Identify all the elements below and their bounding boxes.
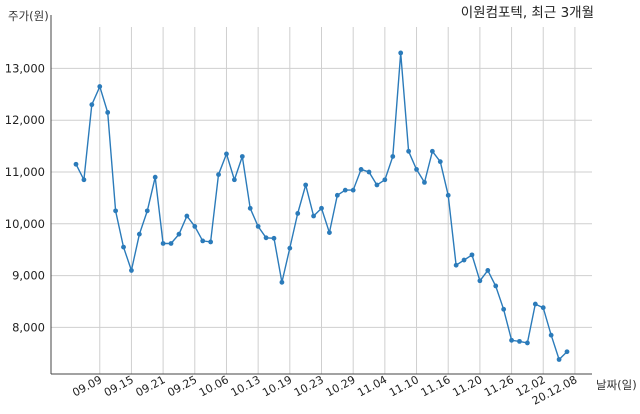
data-point	[485, 268, 491, 273]
x-tick-label: 09.25	[165, 373, 199, 399]
data-point	[239, 154, 245, 159]
x-tick-label: 11.26	[482, 373, 516, 399]
price-series	[73, 50, 570, 362]
y-tick-labels: 8,000 9,000 10,000 11,000 12,000 13,000	[5, 61, 45, 334]
x-tick-label: 11.16	[419, 373, 453, 399]
data-point	[105, 110, 111, 115]
data-point	[342, 187, 348, 193]
data-point	[366, 169, 372, 175]
data-point	[192, 223, 198, 229]
data-point	[525, 340, 530, 346]
data-point	[469, 252, 475, 258]
data-point	[89, 102, 95, 108]
data-point	[382, 177, 388, 183]
y-tick-label: 11,000	[5, 165, 45, 179]
data-point	[216, 172, 221, 178]
data-point	[517, 338, 522, 344]
data-point	[144, 208, 150, 214]
data-point	[374, 182, 380, 188]
data-point	[422, 179, 427, 185]
x-tick-label: 09.21	[134, 373, 168, 399]
x-tick-label: 09.15	[102, 373, 136, 399]
data-point	[532, 301, 538, 307]
grid-layer	[51, 27, 592, 374]
y-tick-label: 8,000	[12, 320, 45, 334]
x-tick-labels: 09.0909.1509.2109.2510.0610.1310.1910.23…	[70, 373, 579, 407]
data-point	[406, 148, 412, 154]
data-point	[311, 213, 316, 219]
data-point	[255, 223, 261, 229]
x-tick-label: 10.19	[260, 373, 294, 399]
data-point	[477, 278, 483, 284]
data-point	[334, 192, 340, 198]
data-point	[327, 230, 332, 236]
data-point	[287, 245, 293, 251]
data-point	[224, 151, 229, 157]
x-tick-label: 11.10	[387, 373, 421, 399]
y-tick-label: 9,000	[12, 269, 45, 283]
x-axis-label: 날짜(일)	[596, 378, 637, 392]
data-point	[279, 279, 285, 285]
data-point	[398, 50, 404, 56]
data-point	[319, 205, 324, 211]
y-tick-label: 10,000	[5, 217, 45, 231]
x-tick-label: 09.09	[70, 373, 104, 399]
data-point	[429, 148, 435, 154]
x-tick-label: 11.04	[355, 373, 389, 399]
data-point	[461, 257, 467, 263]
data-point	[136, 231, 142, 237]
data-point	[97, 84, 103, 89]
data-point	[113, 208, 118, 214]
data-point	[414, 167, 419, 172]
data-point	[350, 187, 356, 193]
data-point	[271, 235, 277, 241]
axis-layer	[50, 15, 592, 375]
data-point	[247, 205, 253, 211]
data-point	[540, 305, 546, 311]
data-point	[501, 306, 507, 312]
y-axis-label: 주가(원)	[8, 9, 49, 23]
data-point	[564, 349, 570, 355]
data-point	[303, 182, 309, 188]
data-point	[548, 332, 554, 338]
x-tick-label: 11.20	[450, 373, 484, 399]
data-point	[263, 235, 269, 241]
y-tick-label: 13,000	[5, 61, 45, 75]
data-point	[121, 244, 126, 250]
data-point	[493, 283, 499, 289]
y-tick-label: 12,000	[5, 113, 45, 127]
data-point	[445, 192, 451, 198]
data-point	[437, 159, 443, 165]
data-point	[453, 262, 459, 268]
data-point	[73, 161, 79, 167]
data-point	[168, 241, 174, 246]
data-point	[152, 174, 158, 180]
data-point	[509, 337, 514, 343]
chart-title: 이원컴포텍, 최근 3개월	[461, 5, 594, 21]
data-point	[556, 357, 562, 362]
data-point	[208, 239, 214, 245]
data-point	[184, 213, 190, 219]
data-point	[295, 211, 301, 216]
x-tick-label: 10.23	[292, 373, 326, 399]
data-point	[81, 177, 87, 183]
data-point	[200, 238, 206, 244]
data-point	[129, 268, 134, 273]
x-tick-label: 10.13	[229, 373, 263, 399]
x-tick-label: 10.06	[197, 373, 231, 399]
data-point	[176, 231, 182, 237]
data-point	[231, 177, 237, 183]
data-point	[390, 154, 396, 159]
data-point	[358, 167, 364, 172]
data-point	[160, 241, 166, 246]
x-tick-label: 10.29	[324, 373, 358, 399]
